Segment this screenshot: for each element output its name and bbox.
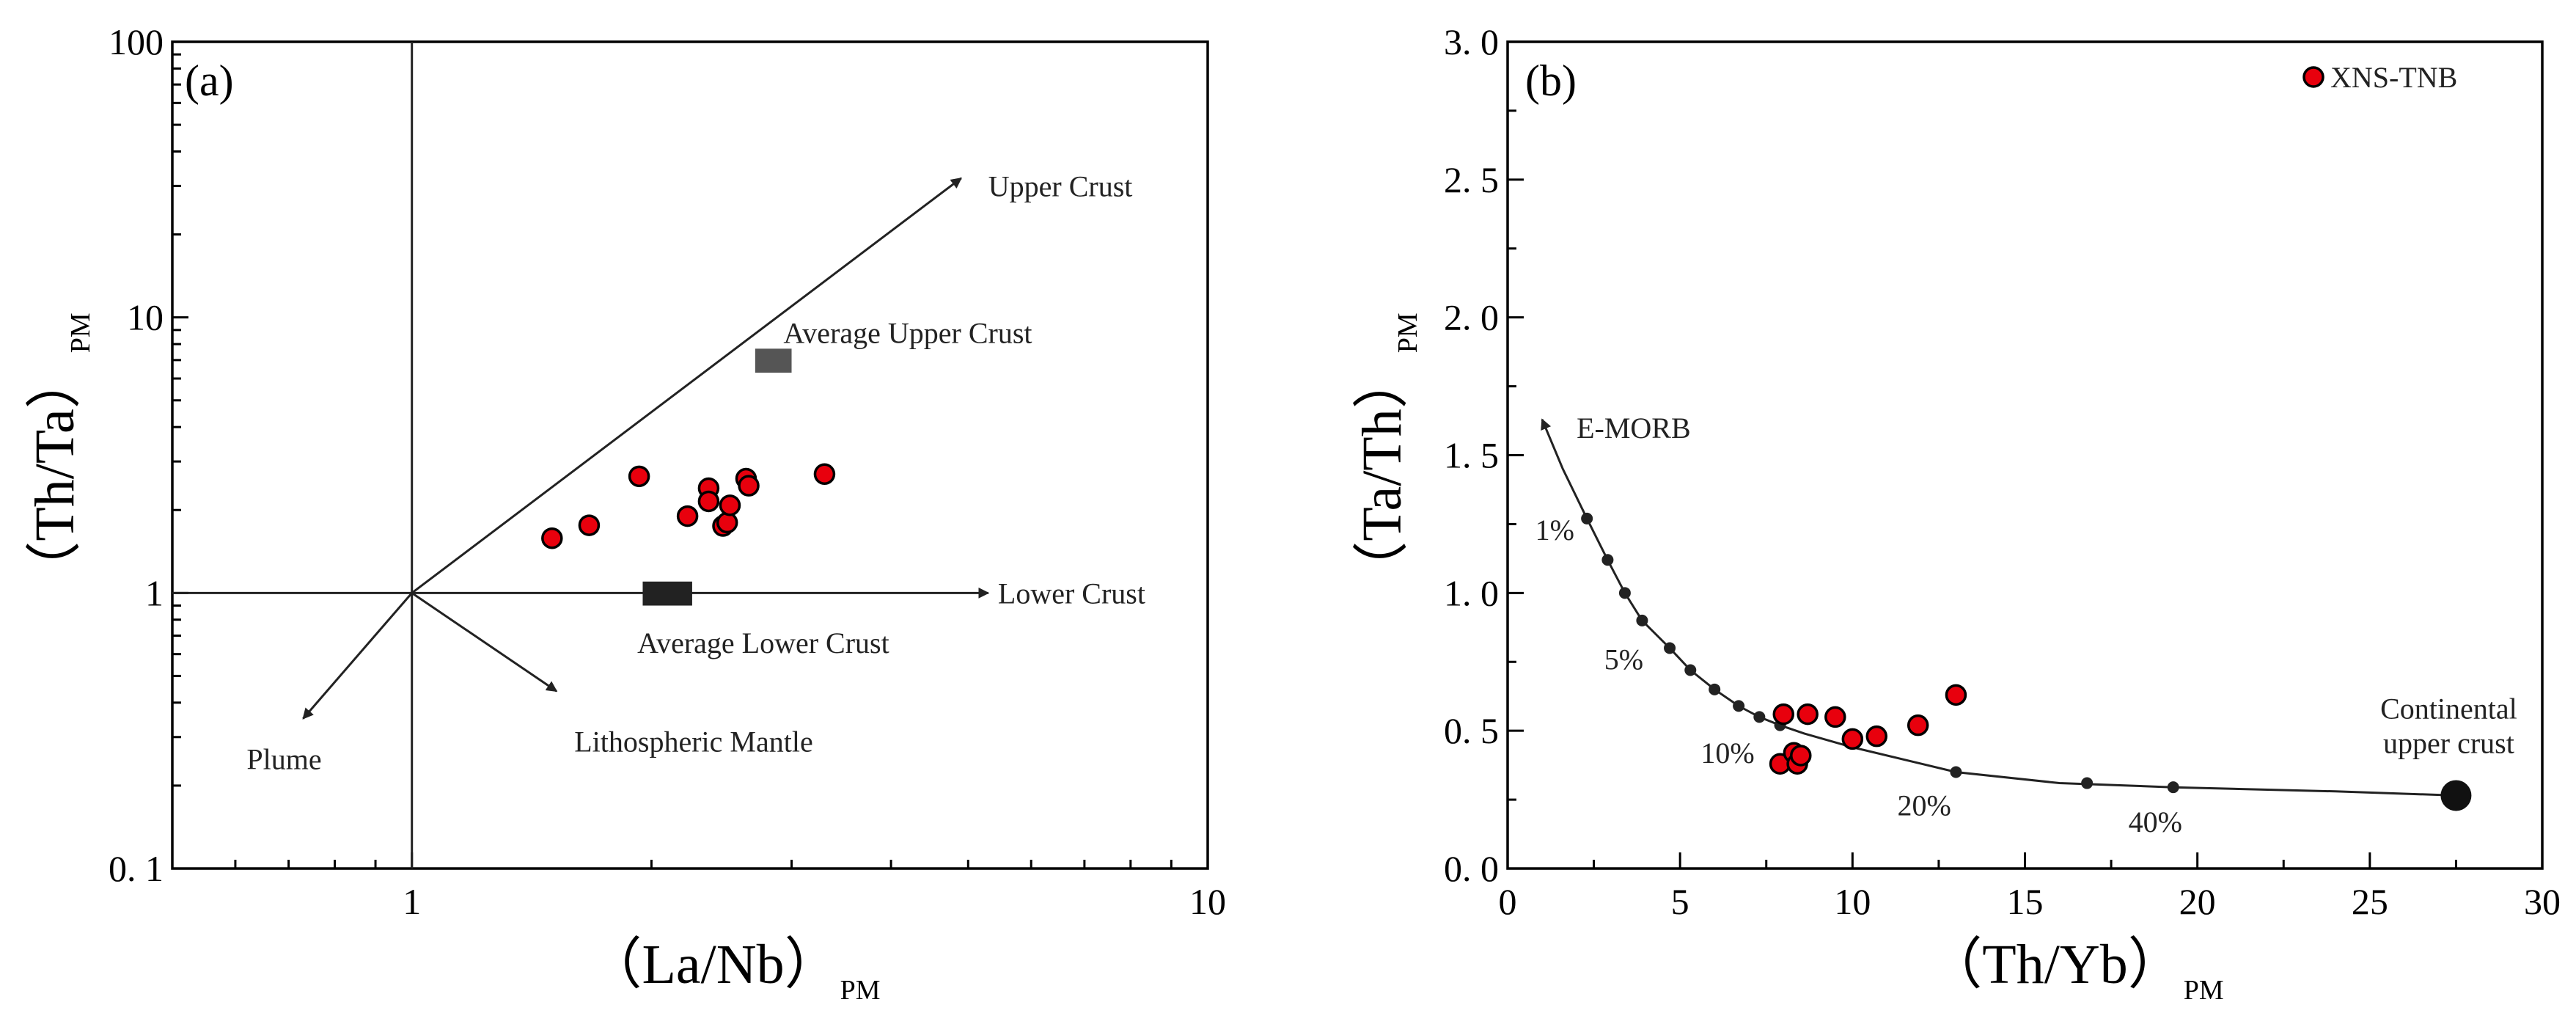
endmember-label-line1: Continental — [2380, 692, 2517, 725]
panel-b-x-tick-label: 5 — [1671, 881, 1689, 922]
panel-b-xlabel-sub: PM — [2184, 975, 2224, 1006]
vector-upper-crust — [411, 177, 962, 594]
mixing-curve-tick-dot — [1636, 614, 1648, 626]
panel-a-y-tick-label: 100 — [109, 21, 164, 62]
panel-a-data-point — [541, 527, 563, 549]
box-average-lower-crust — [642, 581, 692, 606]
mixing-curve-tick-dot — [1684, 664, 1697, 676]
panel-a-xlabel-sub: PM — [840, 975, 881, 1006]
panel-a-annotation: Average Lower Crust — [637, 626, 889, 659]
panel-b-annotation: E-MORB — [1577, 412, 1691, 445]
panel-a-data-point — [719, 494, 741, 516]
continental-upper-crust-endmember — [2440, 780, 2472, 811]
legend-marker — [2302, 66, 2324, 88]
panel-a-annotation: Average Upper Crust — [783, 317, 1032, 350]
panel-a-ylabel: （Th/Ta）PM — [24, 313, 96, 596]
panel-b-label: (b) — [1525, 56, 1577, 105]
panel-a-y-tick-label: 10 — [127, 297, 164, 338]
panel-b-ylabel-sub: PM — [1392, 313, 1423, 353]
panel-a-data-point — [738, 475, 760, 497]
panel-a-ylabel-main: （Th/Ta） — [24, 353, 86, 596]
panel-b-y-tick-label: 1. 5 — [1444, 435, 1499, 476]
panel-b-x-tick-label: 25 — [2352, 881, 2388, 922]
panel-a-x-tick-label: 10 — [1189, 881, 1226, 922]
panel-a-annotation: Lithospheric Mantle — [574, 725, 812, 758]
panel-b: (b) （Ta/Th）PM （Th/Yb）PM 0 5 10 15 20 25 300. 0… — [1351, 21, 2561, 1006]
panel-b-annotation: 40% — [2129, 805, 2182, 838]
panel-b-data-point — [1772, 703, 1795, 726]
panel-a-label: (a) — [185, 56, 234, 105]
panel-b-y-tick-label: 3. 0 — [1444, 21, 1499, 62]
panel-a-y-tick-label: 0. 1 — [109, 848, 164, 889]
endmember-label-line2: upper crust — [2383, 726, 2514, 759]
panel-a-y-tick-label: 1 — [145, 572, 164, 613]
panel-b-data-point — [1790, 745, 1812, 767]
panel-b-y-tick-label: 0. 5 — [1444, 710, 1499, 751]
mixing-curve-tick-dot — [1709, 683, 1721, 695]
panel-b-data-point — [1841, 728, 1864, 750]
panel-b-x-tick-label: 15 — [2007, 881, 2044, 922]
panel-b-annotation: 20% — [1897, 789, 1951, 822]
panel-a-annotation: Upper Crust — [988, 169, 1133, 202]
panel-b-annotation: 5% — [1604, 643, 1643, 676]
mixing-curve-tick-dot — [1581, 512, 1593, 525]
mixing-curve-tick-dot — [1664, 642, 1676, 654]
mixing-curve-tick-dot — [1950, 766, 1962, 778]
mixing-curve-tick-dot — [1753, 711, 1766, 723]
panel-b-data-point — [1865, 725, 1888, 748]
panel-b-y-tick-label: 2. 5 — [1444, 159, 1499, 200]
mixing-curve-tick-dot — [2081, 777, 2094, 789]
panel-a-data-point — [716, 511, 738, 534]
panel-b-y-tick-label: 0. 0 — [1444, 848, 1499, 889]
panel-a-xlabel: （La/Nb）PM — [586, 934, 880, 1006]
panel-b-ylabel: （Ta/Th）PM — [1351, 313, 1423, 596]
mixing-curve — [1541, 418, 2456, 797]
panel-b-xlabel-main: （Th/Yb） — [1926, 934, 2183, 995]
panel-b-annotation: 1% — [1535, 514, 1574, 547]
panel-a-x-tick-label: 1 — [403, 881, 421, 922]
panel-a-data-point — [578, 514, 601, 536]
mixing-curve-tick-dot — [1601, 554, 1614, 566]
panel-b-data-point — [1907, 714, 1929, 737]
mixing-curve-tick-dot — [1618, 587, 1631, 599]
panel-b-ylabel-main: （Ta/Th） — [1351, 353, 1413, 596]
panel-b-xlabel: （Th/Yb）PM — [1926, 934, 2223, 1006]
mixing-curve-tick-dot — [1733, 700, 1745, 712]
panel-b-x-tick-label: 30 — [2524, 881, 2561, 922]
svg-text:（Ta/Th）PM: （Ta/Th）PM — [1351, 313, 1423, 596]
legend: XNS-TNB — [2302, 61, 2457, 94]
panel-b-x-tick-label: 10 — [1834, 881, 1871, 922]
panel-a-data-point — [676, 505, 699, 527]
panel-b-y-tick-label: 1. 0 — [1444, 572, 1499, 613]
panel-b-annotation: 10% — [1700, 737, 1754, 770]
panel-b-data-point — [1824, 706, 1846, 728]
panel-b-x-tick-label: 0 — [1499, 881, 1517, 922]
legend-label: XNS-TNB — [2330, 61, 2457, 94]
panel-a-data-point — [813, 463, 836, 486]
vector-lithospheric-mantle — [411, 592, 558, 692]
panel-a-annotation: Lower Crust — [998, 577, 1145, 610]
box-average-upper-crust — [755, 348, 792, 373]
panel-a-data-point — [628, 465, 650, 488]
panel-b-x-tick-label: 20 — [2179, 881, 2216, 922]
panel-a-xlabel-main: （La/Nb） — [586, 934, 840, 995]
mixing-curve-tick-dot — [2167, 781, 2179, 794]
panel-a-data-point — [697, 490, 720, 513]
panel-b-data-point — [1945, 684, 1967, 706]
vector-plume — [302, 592, 413, 720]
panel-a: (a) （Th/Ta）PM （La/Nb）PM 1 100. 1110100Upp… — [24, 21, 1226, 1006]
panel-a-frame — [171, 40, 1209, 870]
panel-a-ylabel-sub: PM — [65, 313, 96, 353]
panel-a-annotation: Plume — [246, 743, 321, 776]
svg-text:（Th/Ta）PM: （Th/Ta）PM — [24, 313, 96, 596]
panel-b-y-tick-label: 2. 0 — [1444, 297, 1499, 338]
panel-b-data-point — [1797, 703, 1819, 726]
